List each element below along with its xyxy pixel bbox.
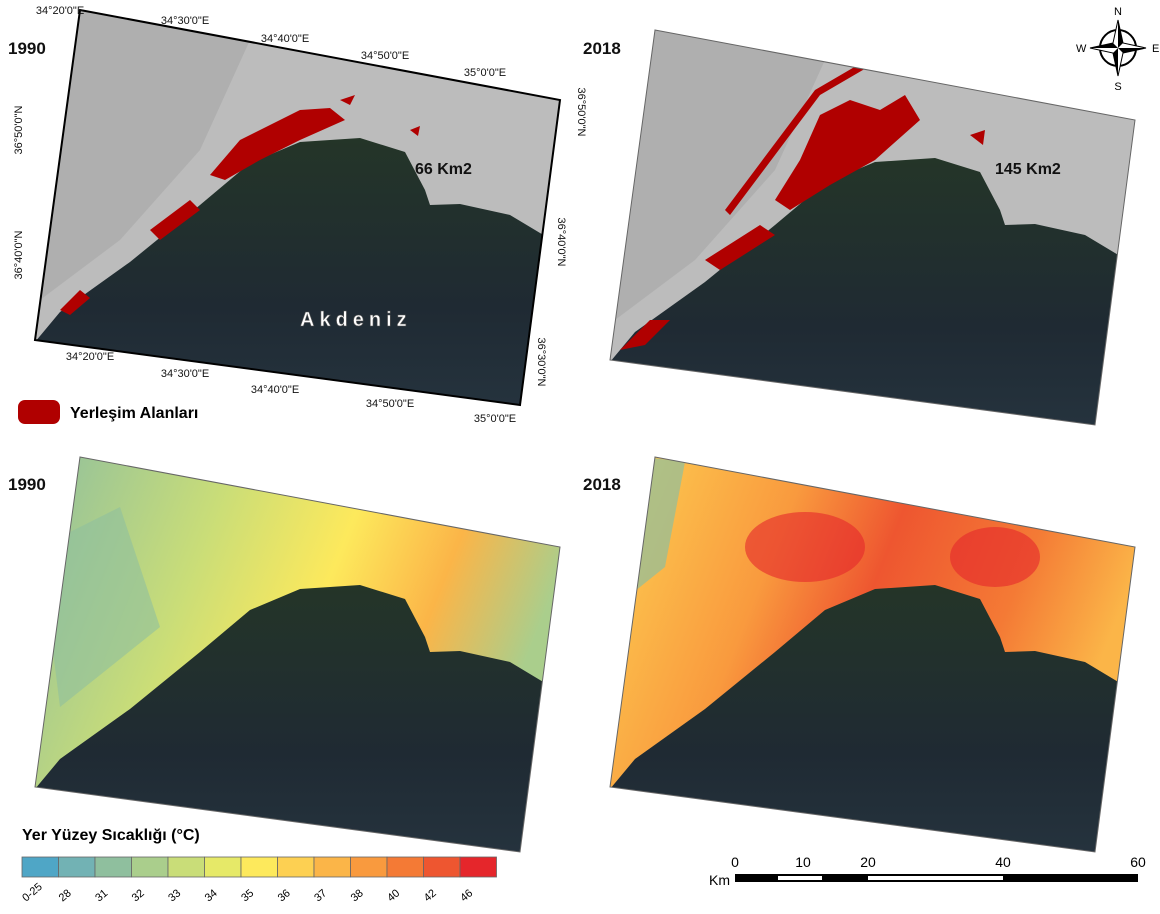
- coord-label: 34°50'0"E: [361, 50, 409, 62]
- body: 1990 2018 1990 2018 66 Km2 145 Km2 Akden…: [0, 0, 1160, 914]
- scale-bar-segment: [778, 876, 822, 880]
- scale-bar: 0 10 20 40 60 Km: [709, 854, 1146, 888]
- compass: N S E W: [1076, 6, 1159, 93]
- coord-label: 34°50'0"E: [366, 398, 414, 410]
- map-panel: [595, 30, 1155, 440]
- scale-tick-label: 20: [860, 854, 876, 870]
- panel-year: 1990: [8, 39, 46, 58]
- area-label: 145 Km2: [995, 161, 1061, 178]
- compass-w: W: [1076, 43, 1087, 55]
- lst-class-swatch: [351, 857, 388, 877]
- scale-tick-label: 0: [731, 854, 739, 870]
- coord-label: 34°40'0"E: [261, 33, 309, 45]
- lst-class-swatch: [95, 857, 132, 877]
- coord-label: 34°40'0"E: [251, 384, 299, 396]
- lst-class-label: 28: [57, 887, 74, 904]
- coord-label: 36°50'0"N: [575, 88, 587, 137]
- coord-label: 36°40'0"N: [555, 218, 567, 267]
- settlement-swatch: [18, 400, 60, 424]
- panel-year: 2018: [583, 475, 621, 494]
- scale-tick-label: 40: [995, 854, 1011, 870]
- map-panel: [20, 457, 580, 867]
- compass-n: N: [1114, 6, 1122, 18]
- coord-label: 35°0'0"E: [464, 67, 506, 79]
- area-label: 66 Km2: [415, 161, 472, 178]
- coord-label: 35°0'0"E: [474, 413, 516, 425]
- coord-label: 34°30'0"E: [161, 15, 209, 27]
- lst-class-swatch: [132, 857, 169, 877]
- lst-class-swatch: [460, 857, 497, 877]
- lst-class-label: 0-25: [20, 881, 45, 904]
- coord-label: 34°20'0"E: [66, 351, 114, 363]
- page: Map {"panels":[{"year":"1990","area":"66…: [0, 0, 1160, 914]
- lst-legend: 0-25 28 31 32 33 34 35 36 37 38 40 42 46: [20, 857, 496, 904]
- lst-class-label: 35: [239, 887, 256, 904]
- lst-class-label: 38: [349, 887, 366, 904]
- scale-unit: Km: [709, 872, 730, 888]
- lst-class-swatch: [424, 857, 461, 877]
- lst-class-swatch: [314, 857, 351, 877]
- settlement-legend-label: Yerleşim Alanları: [70, 405, 198, 422]
- coord-label: 34°20'0"E: [36, 5, 84, 17]
- map-panel: [595, 457, 1155, 867]
- panel-year: 1990: [8, 475, 46, 494]
- lst-class-swatch: [387, 857, 424, 877]
- lst-class-label: 42: [422, 887, 439, 904]
- lst-class-label: 40: [385, 887, 402, 904]
- lst-class-label: 31: [93, 887, 110, 904]
- scale-bar-segment: [868, 876, 1003, 880]
- lst-class-label: 34: [203, 887, 220, 904]
- lst-legend-title: Yer Yüzey Sıcaklığı (°C): [22, 827, 200, 844]
- lst-class-label: 32: [130, 887, 147, 904]
- lst-class-swatch: [22, 857, 59, 877]
- lst-class-swatch: [241, 857, 278, 877]
- coord-label: 36°50'0"N: [13, 105, 25, 154]
- lst-class-swatch: [59, 857, 96, 877]
- sea-label: Akdeniz: [300, 309, 412, 331]
- lst-class-swatch: [205, 857, 242, 877]
- lst-class-swatch: [278, 857, 315, 877]
- lst-class-label: 33: [166, 887, 183, 904]
- coord-label: 34°30'0"E: [161, 368, 209, 380]
- lst-class-swatch: [168, 857, 205, 877]
- compass-s: S: [1114, 81, 1121, 93]
- scale-tick-label: 10: [795, 854, 811, 870]
- scale-tick-label: 60: [1130, 854, 1146, 870]
- lst-class-label: 37: [312, 887, 329, 904]
- panel-year: 2018: [583, 39, 621, 58]
- figure: 1990 2018 1990 2018 66 Km2 145 Km2 Akden…: [0, 0, 1160, 914]
- lst-class-label: 46: [458, 887, 475, 904]
- lst-class-label: 36: [276, 887, 293, 904]
- coord-label: 36°40'0"N: [13, 230, 25, 279]
- coord-label: 36°30'0"N: [535, 338, 547, 387]
- compass-e: E: [1152, 43, 1159, 55]
